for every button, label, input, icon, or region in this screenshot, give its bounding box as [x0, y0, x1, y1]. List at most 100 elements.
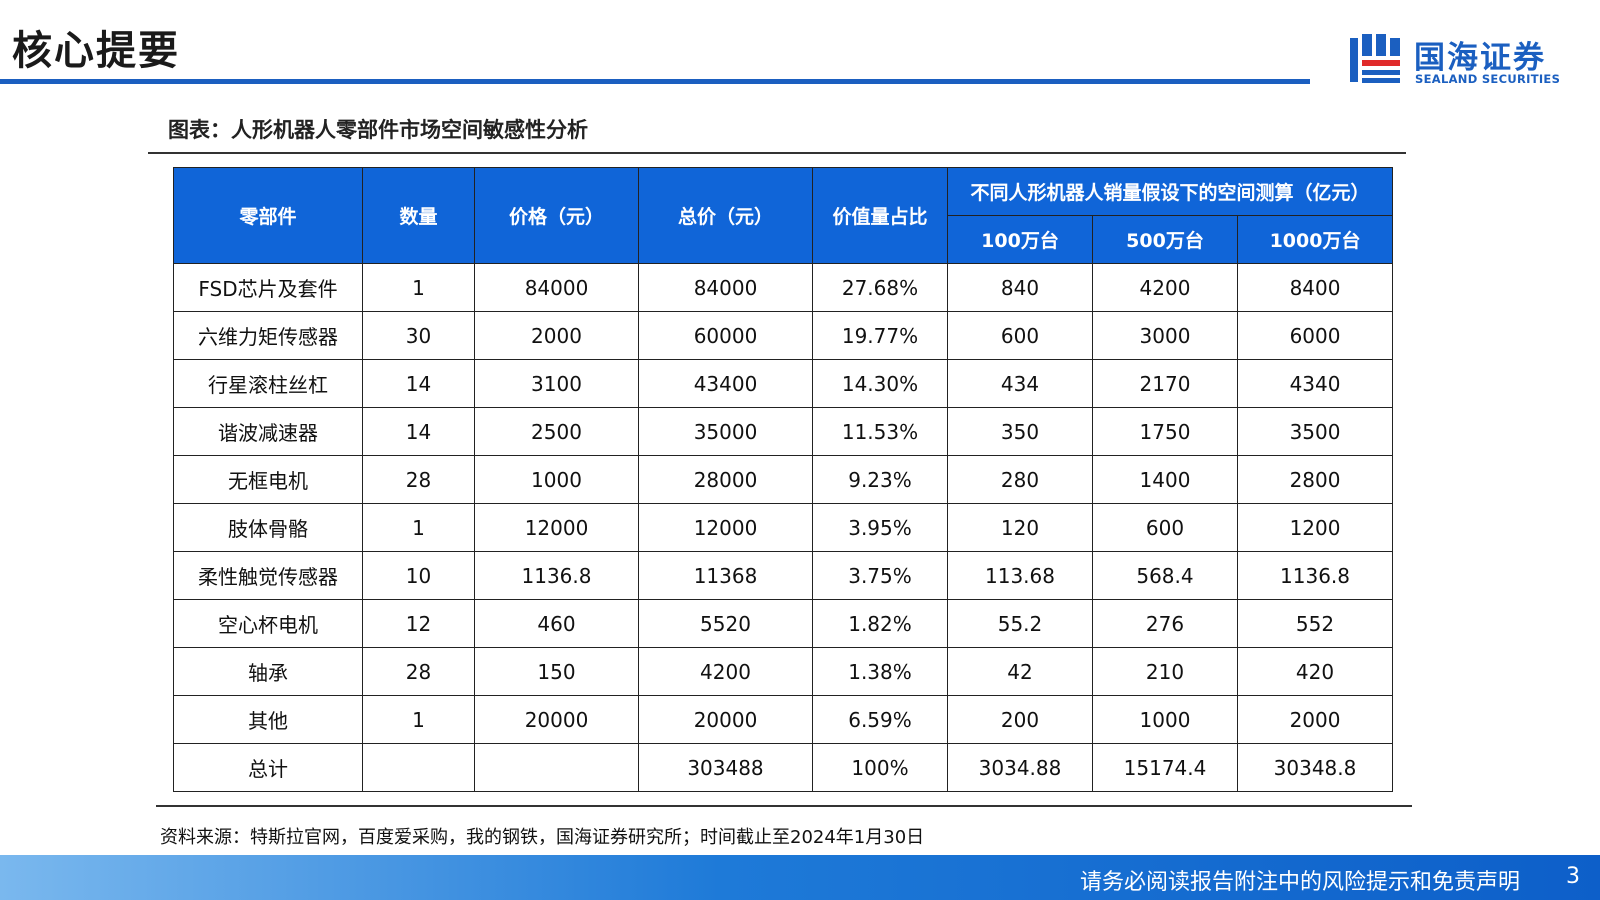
table-row: 其他 1 20000 20000 6.59% 200 1000 2000 — [173, 695, 1394, 744]
cell-part: 轴承 — [173, 647, 363, 696]
figure-caption: 图表：人形机器人零部件市场空间敏感性分析 — [168, 118, 588, 142]
cell-total: 84000 — [638, 263, 813, 312]
cell-qty: 14 — [362, 359, 475, 408]
table-row: 柔性触觉传感器 10 1136.8 11368 3.75% 113.68 568.4 1136… — [173, 551, 1394, 600]
cell-m100: 200 — [947, 695, 1093, 744]
cell-qty: 1 — [362, 503, 475, 552]
cell-total: 303488 — [638, 743, 813, 792]
cell-part: 空心杯电机 — [173, 599, 363, 648]
cell-part: 肢体骨骼 — [173, 503, 363, 552]
cell-total: 60000 — [638, 311, 813, 360]
source-note: 资料来源：特斯拉官网，百度爱采购，我的钢铁，国海证券研究所；时间截止至2024年… — [160, 827, 925, 848]
source-divider — [156, 805, 1412, 807]
cell-m1000: 2800 — [1236, 455, 1394, 504]
cell-m500: 2170 — [1092, 359, 1238, 408]
cell-m1000: 1200 — [1236, 503, 1394, 552]
cell-m1000: 420 — [1236, 647, 1394, 696]
cell-m1000: 30348.8 — [1236, 743, 1394, 792]
cell-part: 六维力矩传感器 — [173, 311, 363, 360]
cell-m100: 113.68 — [947, 551, 1093, 600]
page-title: 核心提要 — [12, 28, 180, 74]
cell-m100: 55.2 — [947, 599, 1093, 648]
cell-qty — [362, 743, 475, 792]
cell-total: 5520 — [638, 599, 813, 648]
cell-share: 100% — [812, 743, 948, 792]
cell-share: 1.38% — [812, 647, 948, 696]
cell-m500: 4200 — [1092, 263, 1238, 312]
table-row: 总计 303488 100% 3034.88 15174.4 30348.8 — [173, 743, 1394, 792]
cell-m100: 434 — [947, 359, 1093, 408]
col-header-500w: 500万台 — [1092, 215, 1238, 264]
cell-m500: 568.4 — [1092, 551, 1238, 600]
cell-price: 150 — [474, 647, 639, 696]
cell-total: 28000 — [638, 455, 813, 504]
table-row: 谐波减速器 14 2500 35000 11.53% 350 1750 3500 — [173, 407, 1394, 456]
cell-total: 35000 — [638, 407, 813, 456]
logo-chinese-name: 国海证券 — [1414, 40, 1546, 76]
cell-part: 谐波减速器 — [173, 407, 363, 456]
cell-part: 行星滚柱丝杠 — [173, 359, 363, 408]
cell-price: 3100 — [474, 359, 639, 408]
table-row: 肢体骨骼 1 12000 12000 3.95% 120 600 1200 — [173, 503, 1394, 552]
cell-share: 11.53% — [812, 407, 948, 456]
cell-price: 1000 — [474, 455, 639, 504]
table-body: FSD芯片及套件 1 84000 84000 27.68% 840 4200 8400 六维力矩… — [173, 263, 1394, 792]
cell-m100: 350 — [947, 407, 1093, 456]
cell-total: 20000 — [638, 695, 813, 744]
footer-disclaimer: 请务必阅读报告附注中的风险提示和免责声明 — [1079, 870, 1520, 895]
table-row: 行星滚柱丝杠 14 3100 43400 14.30% 434 2170 4340 — [173, 359, 1394, 408]
cell-share: 6.59% — [812, 695, 948, 744]
cell-m500: 600 — [1092, 503, 1238, 552]
col-header-qty: 数量 — [362, 167, 475, 264]
col-header-1000w: 1000万台 — [1236, 215, 1394, 264]
caption-divider — [148, 152, 1406, 154]
cell-qty: 30 — [362, 311, 475, 360]
cell-m100: 600 — [947, 311, 1093, 360]
title-divider — [0, 79, 1310, 84]
cell-total: 43400 — [638, 359, 813, 408]
cell-share: 1.82% — [812, 599, 948, 648]
cell-m500: 3000 — [1092, 311, 1238, 360]
cell-part: 总计 — [173, 743, 363, 792]
cell-m1000: 2000 — [1236, 695, 1394, 744]
cell-price — [474, 743, 639, 792]
table-row: 空心杯电机 12 460 5520 1.82% 55.2 276 552 — [173, 599, 1394, 648]
brand-logo: 国海证券 SEALAND SECURITIES — [1348, 32, 1583, 88]
table-row: FSD芯片及套件 1 84000 84000 27.68% 840 4200 8400 — [173, 263, 1394, 312]
cell-total: 4200 — [638, 647, 813, 696]
cell-m500: 1400 — [1092, 455, 1238, 504]
col-header-100w: 100万台 — [947, 215, 1093, 264]
sealand-logo-icon — [1350, 34, 1400, 83]
cell-qty: 10 — [362, 551, 475, 600]
cell-share: 3.75% — [812, 551, 948, 600]
cell-m100: 3034.88 — [947, 743, 1093, 792]
cell-part: 柔性触觉传感器 — [173, 551, 363, 600]
cell-total: 12000 — [638, 503, 813, 552]
cell-m1000: 4340 — [1236, 359, 1394, 408]
market-sensitivity-table: 零部件 数量 价格（元） 总价（元） 价值量占比 不同人形机器人销量假设下的空间… — [173, 167, 1394, 792]
cell-m500: 15174.4 — [1092, 743, 1238, 792]
cell-m100: 42 — [947, 647, 1093, 696]
cell-share: 27.68% — [812, 263, 948, 312]
logo-english-name: SEALAND SECURITIES — [1415, 72, 1561, 86]
col-header-share: 价值量占比 — [812, 167, 948, 264]
table-row: 轴承 28 150 4200 1.38% 42 210 420 — [173, 647, 1394, 696]
cell-m1000: 6000 — [1236, 311, 1394, 360]
cell-m500: 1750 — [1092, 407, 1238, 456]
cell-share: 14.30% — [812, 359, 948, 408]
cell-m100: 280 — [947, 455, 1093, 504]
cell-m500: 276 — [1092, 599, 1238, 648]
cell-qty: 28 — [362, 647, 475, 696]
page-number: 3 — [1566, 864, 1580, 889]
cell-price: 20000 — [474, 695, 639, 744]
cell-share: 9.23% — [812, 455, 948, 504]
cell-part: 无框电机 — [173, 455, 363, 504]
cell-price: 460 — [474, 599, 639, 648]
cell-m1000: 1136.8 — [1236, 551, 1394, 600]
cell-qty: 12 — [362, 599, 475, 648]
cell-m100: 120 — [947, 503, 1093, 552]
cell-total: 11368 — [638, 551, 813, 600]
cell-m500: 210 — [1092, 647, 1238, 696]
table-row: 无框电机 28 1000 28000 9.23% 280 1400 2800 — [173, 455, 1394, 504]
cell-part: FSD芯片及套件 — [173, 263, 363, 312]
